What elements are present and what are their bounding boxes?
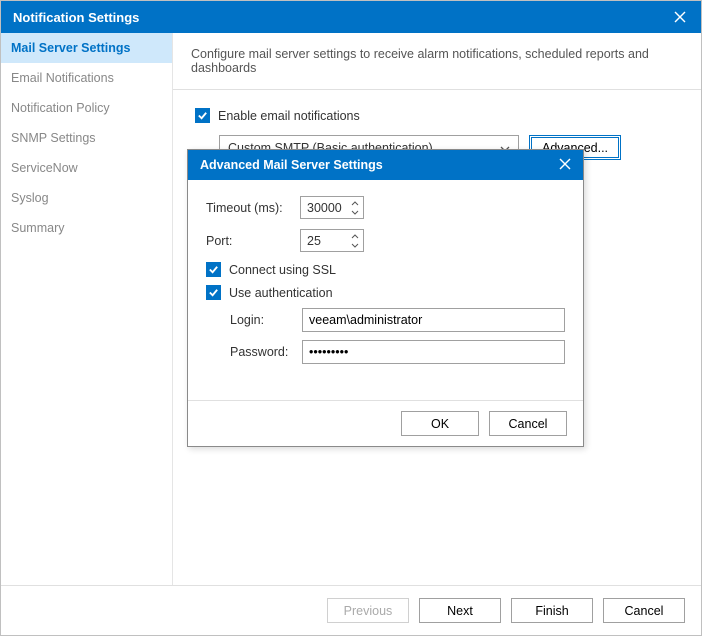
enable-label: Enable email notifications xyxy=(218,109,360,123)
sidebar-item-servicenow[interactable]: ServiceNow xyxy=(1,153,172,183)
sidebar-item-label: ServiceNow xyxy=(11,161,78,175)
timeout-spinner[interactable]: 30000 xyxy=(300,196,364,219)
modal-body: Timeout (ms): 30000 Port: 25 xyxy=(188,180,583,400)
spinner-down-icon[interactable] xyxy=(349,241,361,250)
spinner-up-icon[interactable] xyxy=(349,199,361,208)
sidebar-item-mail-server[interactable]: Mail Server Settings xyxy=(1,33,172,63)
ssl-checkbox[interactable] xyxy=(206,262,221,277)
password-input[interactable] xyxy=(302,340,565,364)
port-label: Port: xyxy=(206,234,294,248)
timeout-row: Timeout (ms): 30000 xyxy=(206,196,565,219)
enable-row: Enable email notifications xyxy=(195,108,683,123)
sidebar-item-email-notifications[interactable]: Email Notifications xyxy=(1,63,172,93)
port-spinner[interactable]: 25 xyxy=(300,229,364,252)
modal-cancel-button[interactable]: Cancel xyxy=(489,411,567,436)
auth-checkbox[interactable] xyxy=(206,285,221,300)
login-input[interactable] xyxy=(302,308,565,332)
spinner-up-icon[interactable] xyxy=(349,232,361,241)
modal-title: Advanced Mail Server Settings xyxy=(200,158,383,172)
enable-checkbox[interactable] xyxy=(195,108,210,123)
page-description: Configure mail server settings to receiv… xyxy=(191,47,683,75)
modal-close-icon[interactable] xyxy=(559,158,571,173)
spinner-down-icon[interactable] xyxy=(349,208,361,217)
ssl-label: Connect using SSL xyxy=(229,263,336,277)
cancel-button[interactable]: Cancel xyxy=(603,598,685,623)
window-title: Notification Settings xyxy=(13,10,139,25)
window: Notification Settings Mail Server Settin… xyxy=(0,0,702,636)
sidebar-item-snmp[interactable]: SNMP Settings xyxy=(1,123,172,153)
sidebar-item-label: SNMP Settings xyxy=(11,131,96,145)
divider xyxy=(173,89,701,90)
ssl-row: Connect using SSL xyxy=(206,262,565,277)
password-row: Password: xyxy=(230,340,565,364)
sidebar-item-syslog[interactable]: Syslog xyxy=(1,183,172,213)
timeout-label: Timeout (ms): xyxy=(206,201,294,215)
password-label: Password: xyxy=(230,345,302,359)
titlebar: Notification Settings xyxy=(1,1,701,33)
sidebar-item-label: Notification Policy xyxy=(11,101,110,115)
previous-button: Previous xyxy=(327,598,409,623)
sidebar: Mail Server Settings Email Notifications… xyxy=(1,33,173,585)
port-row: Port: 25 xyxy=(206,229,565,252)
sidebar-item-label: Summary xyxy=(11,221,64,235)
modal-footer: OK Cancel xyxy=(188,400,583,446)
sidebar-item-label: Syslog xyxy=(11,191,49,205)
sidebar-item-label: Mail Server Settings xyxy=(11,41,131,55)
modal-ok-button[interactable]: OK xyxy=(401,411,479,436)
sidebar-item-notification-policy[interactable]: Notification Policy xyxy=(1,93,172,123)
login-label: Login: xyxy=(230,313,302,327)
advanced-modal: Advanced Mail Server Settings Timeout (m… xyxy=(187,149,584,447)
login-row: Login: xyxy=(230,308,565,332)
timeout-value: 30000 xyxy=(307,201,342,215)
footer: Previous Next Finish Cancel xyxy=(1,585,701,635)
sidebar-item-summary[interactable]: Summary xyxy=(1,213,172,243)
next-button[interactable]: Next xyxy=(419,598,501,623)
finish-button[interactable]: Finish xyxy=(511,598,593,623)
auth-row: Use authentication xyxy=(206,285,565,300)
port-value: 25 xyxy=(307,234,321,248)
sidebar-item-label: Email Notifications xyxy=(11,71,114,85)
auth-label: Use authentication xyxy=(229,286,333,300)
close-icon[interactable] xyxy=(671,8,689,26)
modal-titlebar: Advanced Mail Server Settings xyxy=(188,150,583,180)
